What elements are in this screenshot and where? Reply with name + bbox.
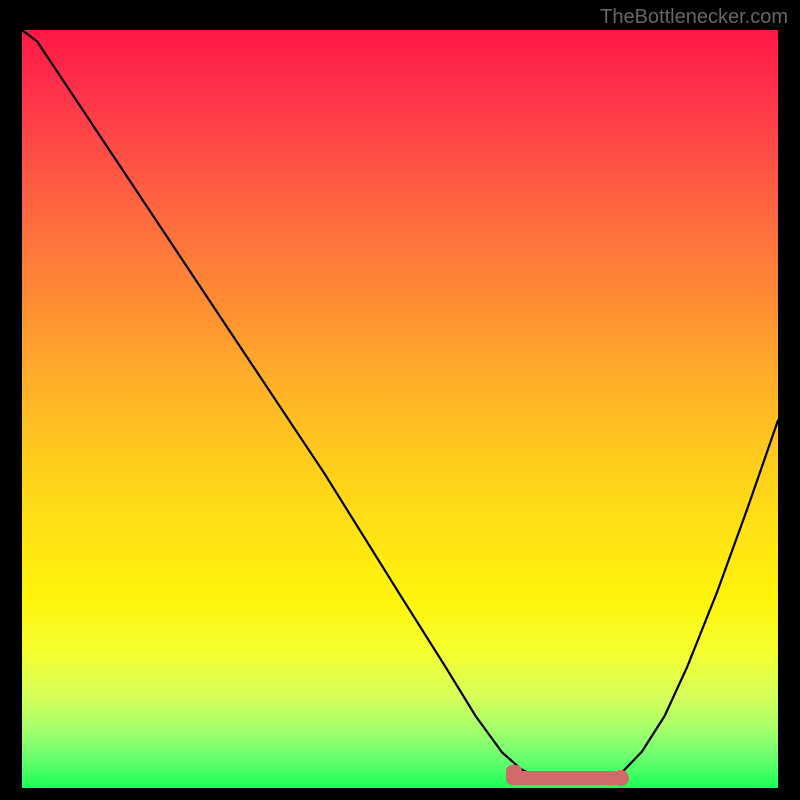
optimal-range-marker bbox=[510, 771, 622, 785]
bottleneck-chart bbox=[22, 30, 778, 788]
optimal-range-start-bump bbox=[506, 765, 522, 785]
bottleneck-curve bbox=[22, 30, 778, 788]
watermark-text: TheBottlenecker.com bbox=[600, 6, 788, 29]
optimal-range-end-dot bbox=[613, 770, 629, 786]
curve-path bbox=[22, 30, 778, 783]
